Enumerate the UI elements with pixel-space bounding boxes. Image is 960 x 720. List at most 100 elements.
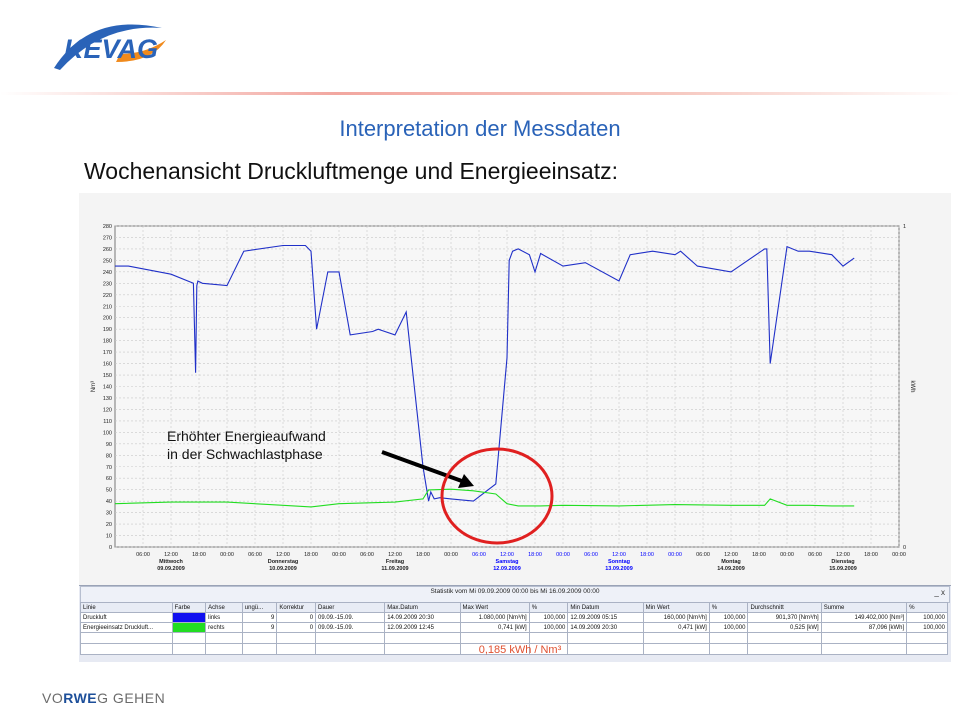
x-tick-label: 18:00: [528, 552, 542, 558]
footer-logo-pre: VO: [42, 690, 64, 706]
x-tick-label: 00:00: [892, 552, 906, 558]
column-header[interactable]: Summe: [820, 602, 908, 613]
x-tick-label: 18:00: [304, 552, 318, 558]
slide-heading: Interpretation der Messdaten: [339, 116, 621, 141]
column-header[interactable]: Farbe: [171, 602, 207, 613]
y-tick-label: 270: [103, 235, 112, 241]
cell-dauer: 09.09.-15.09.: [315, 612, 386, 623]
logo-text: KEVAG: [64, 34, 158, 64]
cell-min-datum: 12.09.2009 05:15: [567, 612, 644, 623]
cell-durchschnitt: 0,525 [kW]: [747, 622, 822, 633]
cell-min-wert: 0,471 [kW]: [642, 622, 710, 633]
column-header[interactable]: %: [528, 602, 569, 613]
y-tick-label: 10: [106, 534, 112, 540]
y-tick-label: 30: [106, 511, 112, 517]
statistics-header-row: Linie Farbe Achse ungü... Korrektur Daue…: [80, 602, 948, 613]
day-name-label: Samstag: [496, 559, 519, 565]
measurement-chart: 0102030405060708090100110120130140150160…: [91, 224, 915, 572]
column-header[interactable]: Max.Datum: [384, 602, 461, 613]
x-tick-label: 06:00: [696, 552, 710, 558]
y-tick-label: 130: [103, 396, 112, 402]
column-header[interactable]: %: [906, 602, 948, 613]
y-tick-label: 210: [103, 304, 112, 310]
footer-logo-post: G GEHEN: [97, 690, 166, 706]
cell-dauer: 09.09.-15.09.: [315, 622, 386, 633]
column-header[interactable]: Dauer: [315, 602, 386, 613]
statistics-table: Linie Farbe Achse ungü... Korrektur Daue…: [80, 602, 948, 655]
energy-ratio-label: 0,185 kWh / Nm³: [478, 644, 562, 656]
y-tick-label: 20: [106, 522, 112, 528]
y-tick-label: 160: [103, 362, 112, 368]
day-date-label: 11.09.2009: [381, 566, 408, 572]
day-name-label: Mittwoch: [159, 559, 183, 565]
logo-swoosh-blue: [54, 24, 162, 70]
cell-max-datum: 14.09.2009 20:30: [384, 612, 461, 623]
column-header[interactable]: Min Datum: [567, 602, 644, 613]
x-tick-label: 18:00: [752, 552, 766, 558]
y-axis-label-right: kWh: [909, 381, 915, 393]
slide-subheading: Wochenansicht Druckluftmenge und Energie…: [84, 158, 618, 184]
cell-linie: Energieeinsatz Druckluft...: [80, 622, 173, 633]
table-row[interactable]: Energieeinsatz Druckluft... rechts 9 0 0…: [80, 622, 948, 633]
annotation-text: Erhöhter Energieaufwand in der Schwachla…: [167, 427, 326, 463]
y-tick-label: 280: [103, 224, 112, 230]
day-date-label: 12.09.2009: [493, 566, 521, 572]
column-header[interactable]: Korrektur: [276, 602, 317, 613]
day-name-label: Sonntag: [608, 559, 630, 565]
cell-summe: 149.402,000 [Nm³]: [820, 612, 908, 623]
color-swatch[interactable]: [171, 612, 207, 623]
x-tick-label: 18:00: [192, 552, 206, 558]
y-tick-label: 110: [103, 419, 112, 425]
column-header[interactable]: Min Wert: [642, 602, 710, 613]
cell-min-pct: 100,000: [708, 612, 749, 623]
x-tick-label: 06:00: [136, 552, 150, 558]
y-tick-label: 0: [109, 545, 112, 551]
cell-sum-pct: 100,000: [906, 612, 948, 623]
column-header[interactable]: %: [708, 602, 749, 613]
table-row-empty: [80, 643, 948, 655]
kevag-logo: KEVAG: [54, 24, 166, 70]
measurement-software-screenshot: 0 10 20 30 40 50 60 70 80 90 100 110 120 130 140 150 160…: [79, 193, 951, 662]
cell-max-pct: 100,000: [528, 622, 569, 633]
header-divider: [0, 92, 960, 95]
cell-korrektur: 0: [276, 612, 317, 623]
cell-sum-pct: 100,000: [906, 622, 948, 633]
annotation-line: in der Schwachlastphase: [167, 446, 323, 462]
color-swatch[interactable]: [171, 622, 207, 633]
y-axis-label-left: Nm³: [91, 381, 97, 392]
cell-korrektur: 0: [276, 622, 317, 633]
column-header[interactable]: ungü...: [241, 602, 278, 613]
column-header[interactable]: Max Wert: [459, 602, 530, 613]
column-header[interactable]: Achse: [205, 602, 243, 613]
cell-max-pct: 100,000: [528, 612, 569, 623]
statistics-window-buttons[interactable]: _ x: [934, 588, 945, 597]
cell-max-wert: 1.080,000 [Nm³/h]: [459, 612, 530, 623]
y-tick-label: 250: [103, 258, 112, 264]
right-tick-label: 0: [903, 545, 906, 551]
x-tick-label: 12:00: [836, 552, 850, 558]
x-tick-label: 12:00: [388, 552, 402, 558]
statistics-titlebar: Statistik vom Mi 09.09.2009 00:00 bis Mi…: [80, 586, 950, 603]
x-tick-label: 12:00: [164, 552, 178, 558]
x-tick-label: 12:00: [724, 552, 738, 558]
cell-ungueltig: 9: [241, 612, 278, 623]
x-tick-label: 12:00: [500, 552, 514, 558]
day-date-label: 15.09.2009: [829, 566, 857, 572]
column-header[interactable]: Linie: [80, 602, 173, 613]
day-name-label: Montag: [721, 559, 741, 565]
y-tick-label: 180: [103, 339, 112, 345]
day-date-label: 10.09.2009: [269, 566, 297, 572]
table-row[interactable]: Druckluft links 9 0 09.09.-15.09. 14.09.…: [80, 612, 948, 623]
day-date-label: 13.09.2009: [605, 566, 633, 572]
day-name-label: Freitag: [386, 559, 404, 565]
cell-linie: Druckluft: [80, 612, 173, 623]
column-header[interactable]: Durchschnitt: [747, 602, 822, 613]
x-tick-label: 06:00: [248, 552, 262, 558]
cell-durchschnitt: 901,370 [Nm³/h]: [747, 612, 822, 623]
x-tick-label: 00:00: [444, 552, 458, 558]
x-tick-label: 12:00: [276, 552, 290, 558]
y-tick-label: 150: [103, 373, 112, 379]
day-name-label: Dienstag: [831, 559, 854, 565]
annotation-line: Erhöhter Energieaufwand: [167, 428, 326, 444]
x-tick-label: 06:00: [360, 552, 374, 558]
